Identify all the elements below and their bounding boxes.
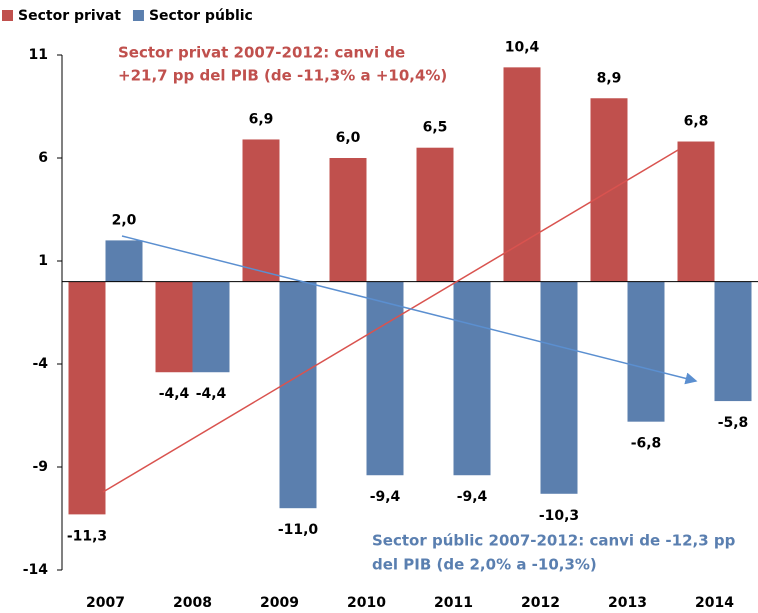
value-label: 2,0: [112, 212, 137, 228]
trend-line-privat: [102, 149, 679, 493]
annotation: +21,7 pp del PIB (de -11,3% a +10,4%): [118, 67, 447, 85]
value-label: -5,8: [718, 415, 749, 431]
bar: [503, 67, 541, 282]
bar: [453, 281, 491, 476]
value-label: -6,8: [631, 436, 662, 452]
y-tick-label: 11: [29, 47, 48, 63]
annotation: Sector públic 2007-2012: canvi de -12,3 …: [372, 532, 736, 550]
y-tick-label: -4: [32, 356, 48, 372]
value-label: -4,4: [159, 386, 190, 402]
bar: [242, 139, 280, 282]
value-label: -4,4: [196, 386, 227, 402]
value-label: 6,9: [249, 111, 274, 127]
value-label: -10,3: [539, 508, 579, 524]
value-label: -9,4: [457, 489, 488, 505]
x-tick-label: 2012: [521, 595, 560, 611]
bar: [540, 281, 578, 494]
bar: [627, 281, 665, 422]
x-tick-label: 2010: [347, 595, 386, 611]
value-label: -11,3: [67, 528, 107, 544]
value-label: 8,9: [597, 70, 622, 86]
bar: [677, 141, 715, 282]
legend-swatch: [2, 10, 13, 21]
value-label: -9,4: [370, 489, 401, 505]
bar: [105, 240, 143, 282]
value-label: 6,8: [684, 114, 709, 130]
annotation: Sector privat 2007-2012: canvi de: [118, 44, 405, 62]
legend-label: Sector privat: [18, 8, 121, 24]
legend-label: Sector públic: [149, 8, 253, 24]
bar: [192, 281, 230, 373]
bar: [155, 281, 193, 373]
y-tick-label: 6: [38, 150, 48, 166]
bar: [714, 281, 752, 402]
value-label: 10,4: [505, 39, 540, 55]
value-label: 6,5: [423, 120, 448, 136]
x-tick-label: 2011: [434, 595, 473, 611]
bar: [279, 281, 317, 509]
bar: [68, 281, 106, 515]
y-tick-label: -14: [23, 562, 49, 578]
annotation: del PIB (de 2,0% a -10,3%): [372, 556, 597, 574]
y-tick-label: 1: [38, 253, 48, 269]
y-tick-label: -9: [32, 459, 48, 475]
bar: [329, 158, 367, 282]
bar: [590, 98, 628, 282]
value-label: 6,0: [336, 130, 361, 146]
legend-swatch: [132, 10, 144, 21]
bar: [366, 281, 404, 476]
trend-line-public: [121, 235, 698, 385]
x-tick-label: 2013: [608, 595, 647, 611]
x-tick-label: 2009: [260, 595, 299, 611]
x-tick-label: 2007: [86, 595, 125, 611]
bar: [416, 147, 454, 282]
value-label: -11,0: [278, 522, 319, 538]
x-tick-label: 2008: [173, 595, 212, 611]
x-tick-label: 2014: [695, 595, 734, 611]
